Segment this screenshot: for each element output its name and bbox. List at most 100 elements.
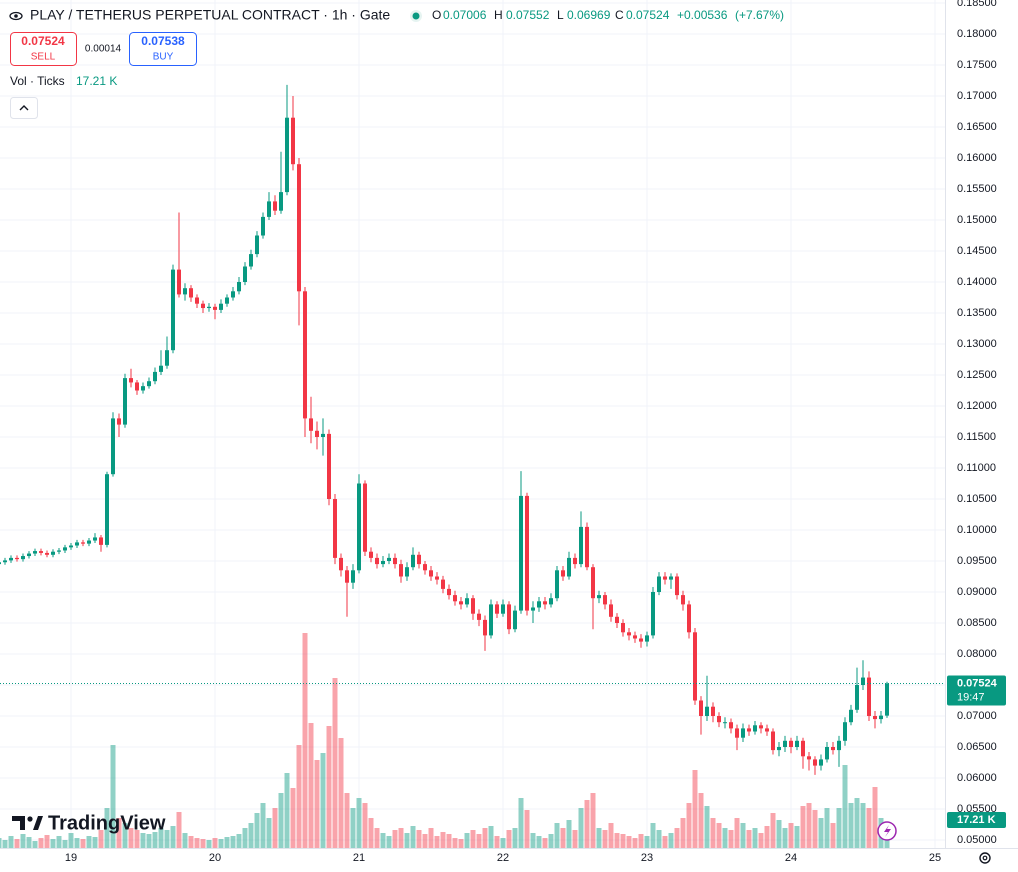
- grid: [0, 0, 945, 848]
- lightning-button[interactable]: [877, 821, 897, 841]
- candle-body: [567, 557, 571, 577]
- ohlc-key: L: [557, 8, 564, 22]
- candle-body: [273, 201, 277, 211]
- sell-label: SELL: [31, 52, 56, 63]
- candle-body: [369, 551, 373, 558]
- volume-bar: [308, 723, 314, 848]
- logo-text: TradingView: [48, 812, 166, 834]
- candle-body: [711, 706, 715, 716]
- y-tick-label: 0.10500: [957, 493, 997, 505]
- price-axis: 0.05000 0.05500 0.06000 0.06500 0.07000 0.075…: [947, 0, 1006, 846]
- volume-bar: [206, 840, 212, 848]
- candle-body: [303, 291, 307, 419]
- volume-bar: [584, 800, 590, 848]
- candle-body: [627, 632, 631, 636]
- candle-body: [225, 297, 229, 304]
- candle-body: [633, 635, 637, 639]
- candle-body: [873, 716, 877, 720]
- candle-body: [33, 551, 37, 554]
- volume-bar: [572, 830, 578, 848]
- volume-bar: [44, 835, 50, 848]
- change: +0.00536: [677, 8, 728, 22]
- sell-price: 0.07524: [21, 34, 65, 48]
- y-tick-label: 0.05000: [957, 834, 997, 846]
- time-axis: 19 20 21 22 23 24 25: [65, 852, 941, 864]
- buy-button[interactable]: 0.07538 BUY: [129, 32, 197, 66]
- volume-bar: [266, 818, 272, 848]
- candle-body: [249, 254, 253, 267]
- candle-body: [723, 722, 727, 724]
- y-tick-label: 0.16500: [957, 121, 997, 133]
- sell-box[interactable]: [10, 32, 77, 66]
- collapse-button[interactable]: [10, 97, 38, 119]
- volume-bar: [362, 803, 368, 848]
- volume-bar: [200, 839, 206, 848]
- volume-bar: [698, 793, 704, 848]
- candle-body: [189, 288, 193, 298]
- volume-bar: [734, 818, 740, 848]
- volume-bar: [542, 838, 548, 848]
- candle-body: [789, 740, 793, 747]
- volume-bar: [158, 828, 164, 848]
- volume-bar: [776, 820, 782, 848]
- candle-body: [681, 595, 685, 605]
- volume-bar: [854, 798, 860, 848]
- volume-bar: [722, 828, 728, 848]
- candle-body: [585, 526, 589, 568]
- candle-body: [81, 542, 85, 544]
- volume-bar: [716, 823, 722, 848]
- volume-bar: [548, 834, 554, 848]
- volume-bar: [248, 823, 254, 848]
- candle-body: [75, 542, 79, 546]
- x-tick-label: 21: [353, 852, 365, 864]
- volume-bar: [524, 810, 530, 848]
- volume-bar: [644, 836, 650, 848]
- candle-body: [741, 728, 745, 738]
- candle-body: [285, 117, 289, 193]
- volume-bar: [0, 838, 2, 848]
- candle-body: [543, 601, 547, 605]
- volume-bar: [26, 837, 32, 848]
- eye-icon[interactable]: [9, 11, 23, 21]
- candle-body: [501, 604, 505, 614]
- volume-bar: [518, 798, 524, 848]
- sell-button[interactable]: 0.07524 SELL: [10, 32, 77, 66]
- legend: PLAY / TETHERUS PERPETUAL CONTRACT · 1h …: [9, 7, 784, 23]
- volume-bar: [812, 810, 818, 848]
- candle-body: [729, 722, 733, 729]
- candle-body: [783, 740, 787, 747]
- candle-body: [399, 564, 403, 577]
- candle-body: [861, 677, 865, 685]
- settings-button[interactable]: [979, 852, 991, 864]
- volume-bar: [602, 830, 608, 848]
- volume-bar: [290, 788, 296, 848]
- volume-bar: [842, 765, 848, 848]
- candle-body: [483, 619, 487, 636]
- candle-body: [675, 576, 679, 596]
- candle-body: [597, 595, 601, 599]
- candle-body: [669, 576, 673, 580]
- candle-body: [885, 683, 889, 716]
- volume-bar: [398, 828, 404, 848]
- candle-body: [183, 288, 187, 295]
- candle-body: [405, 567, 409, 577]
- candle-body: [381, 561, 385, 565]
- volume-bar: [110, 745, 116, 848]
- candle-body: [297, 164, 301, 292]
- candle-body: [63, 547, 67, 551]
- volume-bar: [32, 841, 38, 848]
- candle-body: [333, 499, 337, 558]
- volume-bar: [866, 808, 872, 848]
- candle-body: [591, 567, 595, 599]
- volume-bar: [374, 828, 380, 848]
- candle-body: [345, 570, 349, 583]
- candle-body: [153, 371, 157, 382]
- volume-bar: [404, 833, 410, 848]
- buy-box[interactable]: [129, 32, 197, 66]
- volume-bar: [578, 808, 584, 848]
- buy-price: 0.07538: [141, 34, 185, 48]
- volume-bar: [746, 830, 752, 848]
- volume-bar: [164, 830, 170, 848]
- x-tick-label: 19: [65, 852, 77, 864]
